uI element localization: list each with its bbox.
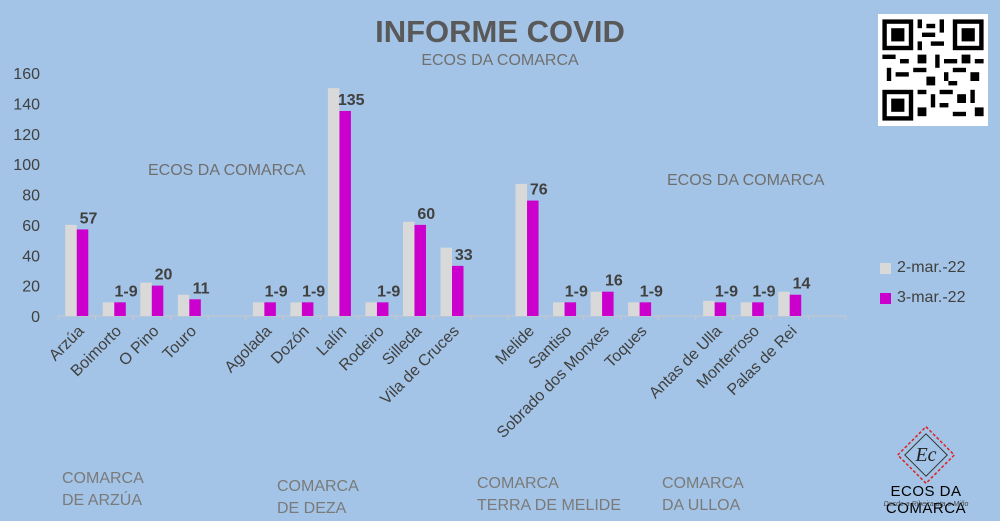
data-label: 76 — [530, 182, 548, 199]
logo-tagline: Desde a Ribeira ata o Miño — [883, 501, 969, 508]
bar-3-mar — [301, 302, 314, 316]
chart-subtitle: ECOS DA COMARCA — [421, 52, 579, 69]
bar-3-mar — [339, 110, 351, 316]
bar-2-mar — [440, 247, 452, 316]
data-label: 14 — [793, 276, 811, 293]
y-tick-label: 140 — [13, 96, 40, 113]
data-label: 60 — [417, 206, 435, 223]
bar-3-mar — [452, 265, 464, 316]
bar-2-mar — [402, 221, 415, 316]
data-label: 16 — [605, 273, 623, 290]
legend-item: 3-mar.-22 — [880, 283, 965, 313]
bar-2-mar — [252, 302, 265, 316]
legend-label: 2-mar.-22 — [897, 259, 966, 276]
bar-3-mar — [264, 302, 276, 316]
qr-code-icon — [878, 14, 988, 126]
bar-2-mar — [590, 291, 603, 316]
data-label: 135 — [338, 92, 365, 109]
bar-2-mar — [628, 302, 640, 316]
group-label-deza: COMARCA DE DEZA — [277, 478, 359, 517]
bar-3-mar — [376, 302, 389, 316]
bar-2-mar — [365, 302, 377, 316]
chart-title: INFORME COVID — [375, 14, 625, 49]
x-tick-label: Toques — [602, 323, 651, 372]
y-tick-label: 0 — [31, 309, 40, 326]
data-label: 33 — [455, 247, 473, 264]
bar-3-mar — [564, 302, 577, 316]
legend-item: 2-mar.-22 — [880, 253, 965, 283]
bar-2-mar — [515, 183, 528, 316]
bar-2-mar — [703, 300, 715, 316]
data-label: 20 — [155, 267, 173, 284]
bar-2-mar — [778, 291, 790, 316]
bar-3-mar — [602, 291, 614, 316]
legend-label: 3-mar.-22 — [897, 289, 966, 306]
bar-2-mar — [553, 302, 565, 316]
bar-3-mar — [189, 299, 201, 316]
data-label: 1-9 — [715, 283, 738, 300]
bar-3-mar — [789, 294, 802, 316]
group-label-melide: COMARCA TERRA DE MELIDE — [477, 475, 622, 514]
y-tick-label: 40 — [22, 248, 40, 265]
legend-swatch — [880, 292, 891, 304]
data-label: 1-9 — [377, 283, 400, 300]
y-tick-label: 80 — [22, 188, 40, 205]
bar-2-mar — [140, 282, 152, 316]
data-label: 1-9 — [265, 283, 288, 300]
data-label: 1-9 — [565, 283, 588, 300]
chart-legend: 2-mar.-22 3-mar.-22 — [880, 253, 965, 313]
watermark-text: ECOS DA COMARCA — [667, 172, 825, 189]
y-tick-label: 100 — [13, 157, 40, 174]
bar-3-mar — [527, 200, 539, 316]
bar-2-mar — [102, 302, 115, 316]
bar-2-mar — [740, 302, 753, 316]
bar-3-mar — [714, 302, 727, 316]
x-tick-label: Touro — [160, 323, 200, 363]
bar-2-mar — [327, 88, 340, 316]
ecos-logo: Ec ECOS DA COMARCA Desde a Ribeira ata o… — [852, 425, 1000, 521]
chart-bars — [65, 88, 802, 316]
chart-axes: 0 20 40 60 80 100 120 140 160 — [13, 66, 847, 326]
y-tick-label: 120 — [13, 127, 40, 144]
data-label: 1-9 — [114, 283, 137, 300]
bar-3-mar — [114, 302, 126, 316]
bar-3-mar — [752, 302, 764, 316]
bar-2-mar — [290, 302, 302, 316]
logo-name: ECOS DA COMARCA — [885, 483, 967, 517]
svg-text:Ec: Ec — [914, 444, 936, 466]
bar-3-mar — [639, 302, 652, 316]
x-tick-label: O Pino — [116, 323, 163, 370]
y-tick-label: 160 — [13, 66, 40, 83]
data-label: 1-9 — [640, 283, 663, 300]
bar-2-mar — [65, 224, 77, 316]
x-tick-label: Agolada — [222, 323, 276, 377]
bar-3-mar — [76, 229, 89, 316]
data-label: 11 — [193, 280, 210, 297]
legend-swatch — [880, 262, 891, 274]
y-tick-label: 20 — [22, 279, 40, 296]
x-tick-label: Dozón — [268, 323, 313, 368]
watermark-text: ECOS DA COMARCA — [148, 162, 306, 179]
bar-2-mar — [177, 294, 190, 316]
ecos-logo-icon: Ec — [896, 425, 956, 485]
y-tick-label: 60 — [22, 218, 40, 235]
bar-3-mar — [151, 285, 164, 316]
data-label: 1-9 — [752, 283, 775, 300]
bar-3-mar — [414, 224, 426, 316]
data-label: 1-9 — [302, 283, 325, 300]
group-label-arzua: COMARCA DE ARZÚA — [62, 470, 144, 509]
group-label-ulloa: COMARCA DA ULLOA — [662, 475, 744, 514]
data-label: 57 — [80, 210, 98, 227]
